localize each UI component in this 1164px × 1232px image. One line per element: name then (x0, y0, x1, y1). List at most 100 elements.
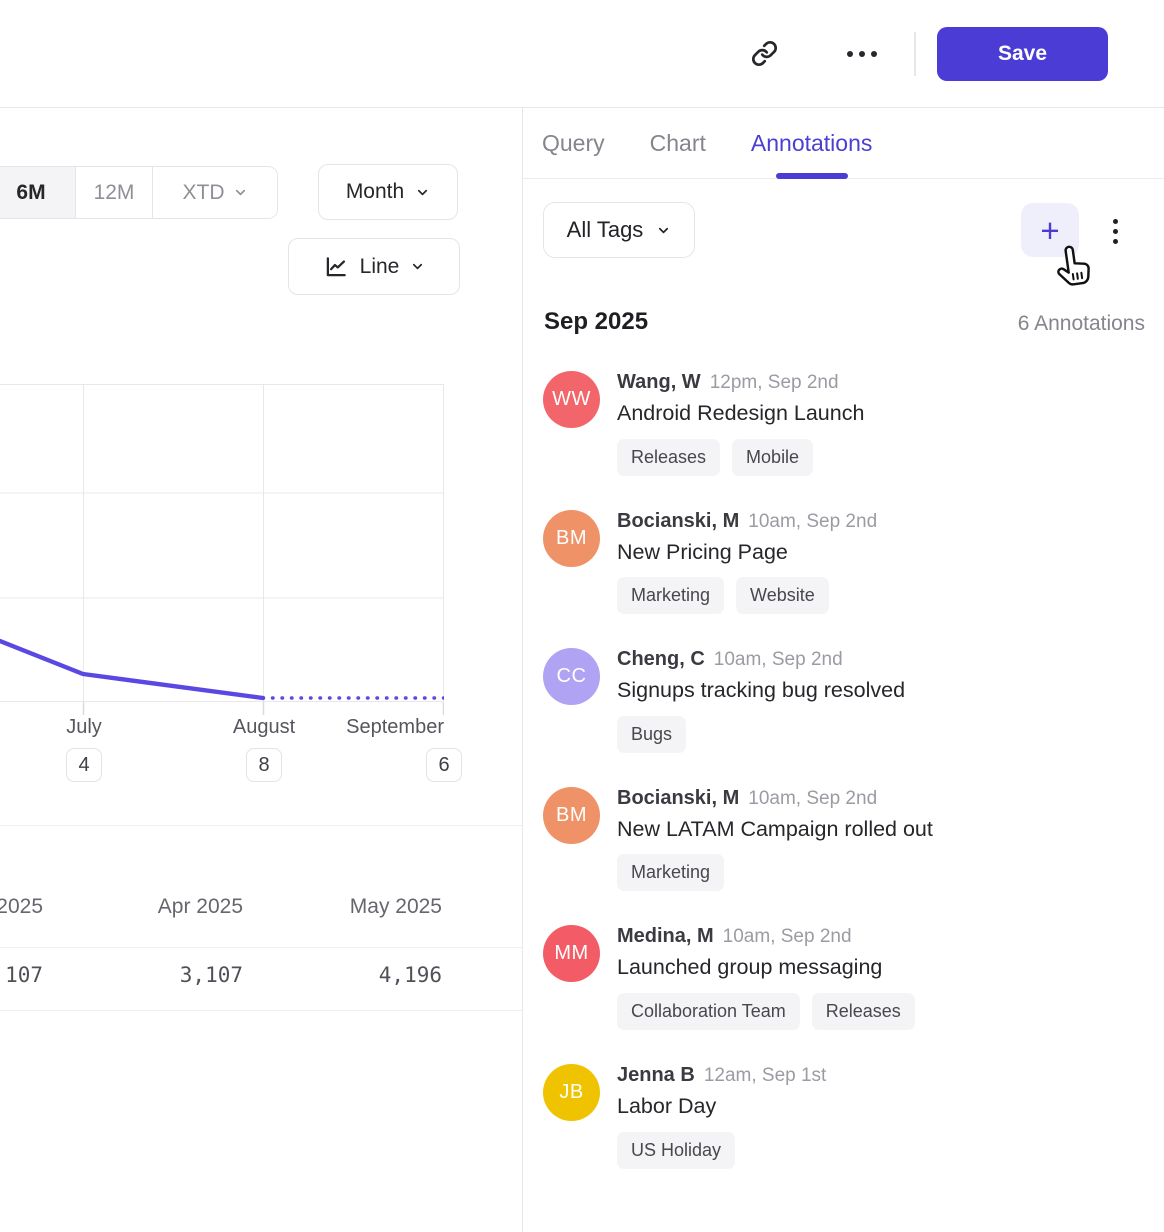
annotation-group-title: Sep 2025 (544, 308, 649, 335)
tag-pill: Mobile (732, 438, 814, 476)
table-value-col3: 4,196 (378, 963, 442, 987)
chevron-down-icon (413, 263, 423, 270)
panel-border (522, 108, 523, 1232)
annotation-tags: Collaboration Team Releases (617, 992, 915, 1030)
avatar: MM (543, 925, 600, 983)
chevron-down-icon (235, 189, 245, 196)
annotation-title: Labor Day (617, 1093, 717, 1118)
annotation-count-badge-september[interactable]: 6 (426, 748, 462, 782)
annotation-body: Jenna B 12am, Sep 1st Labor Day US Holid… (617, 1064, 826, 1169)
annotation-list: WW Wang, W 12pm, Sep 2nd Android Redesig… (543, 371, 1145, 1169)
avatar: WW (543, 371, 600, 428)
annotation-body: Cheng, C 10am, Sep 2nd Signups tracking … (617, 648, 905, 753)
annotation-author: Bocianski, M (617, 786, 740, 809)
range-12m-button[interactable]: 12M (75, 167, 152, 218)
avatar: BM (543, 786, 600, 844)
copy-link-button[interactable] (740, 30, 788, 77)
tab-query[interactable]: Query (542, 108, 605, 178)
annotation-count-badge-july[interactable]: 4 (66, 748, 102, 782)
annotation-body: Wang, W 12pm, Sep 2nd Android Redesign L… (617, 371, 864, 476)
annotation-tags: Marketing Website (617, 577, 877, 615)
range-xtd-label: XTD (182, 180, 225, 204)
panel-tabs: Query Chart Annotations (523, 108, 1164, 179)
annotation-title: Signups tracking bug resolved (617, 678, 906, 703)
annotation-item[interactable]: BM Bocianski, M 10am, Sep 2nd New Pricin… (543, 509, 1145, 615)
annotation-title: New LATAM Campaign rolled out (617, 816, 933, 841)
dots-vertical-icon (1112, 218, 1118, 244)
trend-chart-svg (0, 384, 446, 715)
ellipsis-icon (847, 50, 877, 57)
annotation-timestamp: 10am, Sep 2nd (748, 510, 878, 532)
avatar: BM (543, 509, 600, 567)
annotation-item[interactable]: MM Medina, M 10am, Sep 2nd Launched grou… (543, 925, 1145, 1030)
annotation-timestamp: 10am, Sep 2nd (713, 649, 843, 671)
tag-filter-label: All Tags (566, 217, 644, 242)
annotation-timestamp: 10am, Sep 2nd (722, 926, 852, 948)
avatar: CC (543, 648, 600, 706)
range-xtd-dropdown[interactable]: XTD (152, 167, 277, 218)
annotation-timestamp: 12am, Sep 1st (703, 1064, 827, 1086)
tab-annotations[interactable]: Annotations (750, 108, 873, 179)
annotations-menu-button[interactable] (1095, 208, 1135, 254)
save-button[interactable]: Save (937, 27, 1108, 81)
annotation-tags: Bugs (617, 715, 905, 753)
annotation-body: Bocianski, M 10am, Sep 2nd New LATAM Cam… (617, 787, 933, 892)
topbar-divider (914, 32, 916, 76)
annotation-item[interactable]: BM Bocianski, M 10am, Sep 2nd New LATAM … (543, 786, 1145, 892)
chevron-down-icon (418, 189, 428, 195)
table-value-col1: 107 (5, 963, 43, 987)
chart-type-dropdown[interactable]: Line (288, 238, 460, 295)
tag-pill: Releases (617, 438, 721, 476)
link-icon (751, 40, 777, 67)
range-6m-button[interactable]: 6M (0, 167, 75, 218)
annotation-count-badge-august[interactable]: 8 (246, 748, 282, 782)
more-menu-button[interactable] (838, 30, 886, 77)
tag-pill: US Holiday (617, 1131, 736, 1169)
header-border (0, 107, 1164, 108)
tag-pill: Bugs (617, 715, 687, 753)
interval-dropdown[interactable]: Month (318, 164, 458, 220)
tag-pill: Collaboration Team (617, 992, 800, 1030)
tag-pill: Releases (811, 992, 915, 1030)
annotation-author: Bocianski, M (617, 509, 740, 532)
tag-filter-dropdown[interactable]: All Tags (543, 202, 695, 258)
annotation-tags: Marketing (617, 854, 933, 892)
annotation-item[interactable]: JB Jenna B 12am, Sep 1st Labor Day US Ho… (543, 1063, 1145, 1169)
annotation-body: Bocianski, M 10am, Sep 2nd New Pricing P… (617, 510, 877, 615)
annotation-timestamp: 12pm, Sep 2nd (709, 372, 839, 393)
x-axis-label-july: July (66, 716, 102, 738)
annotation-author: Wang, W (617, 371, 701, 393)
tab-chart[interactable]: Chart (650, 108, 706, 178)
annotation-author: Cheng, C (617, 648, 705, 671)
x-axis-label-august: August (232, 716, 296, 738)
table-top-border (0, 825, 522, 826)
chart-type-label: Line (359, 254, 400, 278)
interval-label: Month (345, 180, 405, 203)
tag-pill: Marketing (617, 577, 725, 615)
annotation-tags: Releases Mobile (617, 438, 864, 476)
table-header-col3: May 2025 (349, 895, 442, 918)
active-tab-underline (775, 173, 848, 179)
table-header-col2: Apr 2025 (157, 895, 243, 918)
tab-annotations-label: Annotations (750, 129, 873, 156)
tag-pill: Marketing (617, 854, 725, 892)
tab-chart-label: Chart (649, 129, 706, 156)
add-annotation-button[interactable]: + (1021, 203, 1079, 257)
date-range-segmented-control: 6M 12M XTD (0, 166, 278, 219)
table-header-border (0, 947, 522, 948)
line-chart-icon (326, 256, 346, 276)
annotation-timestamp: 10am, Sep 2nd (748, 787, 878, 809)
annotation-title: Android Redesign Launch (617, 401, 865, 425)
avatar: JB (543, 1063, 600, 1121)
tab-query-label: Query (542, 129, 605, 156)
tag-pill: Website (736, 577, 829, 615)
table-bottom-border (0, 1010, 522, 1011)
table-header-col1: 2025 (0, 895, 43, 918)
annotation-item[interactable]: WW Wang, W 12pm, Sep 2nd Android Redesig… (543, 371, 1145, 476)
annotation-tags: US Holiday (617, 1131, 826, 1169)
annotation-body: Medina, M 10am, Sep 2nd Launched group m… (617, 925, 915, 1030)
annotation-item[interactable]: CC Cheng, C 10am, Sep 2nd Signups tracki… (543, 648, 1145, 753)
line-chart[interactable] (0, 384, 446, 716)
annotation-group-count: 6 Annotations (1017, 312, 1145, 335)
